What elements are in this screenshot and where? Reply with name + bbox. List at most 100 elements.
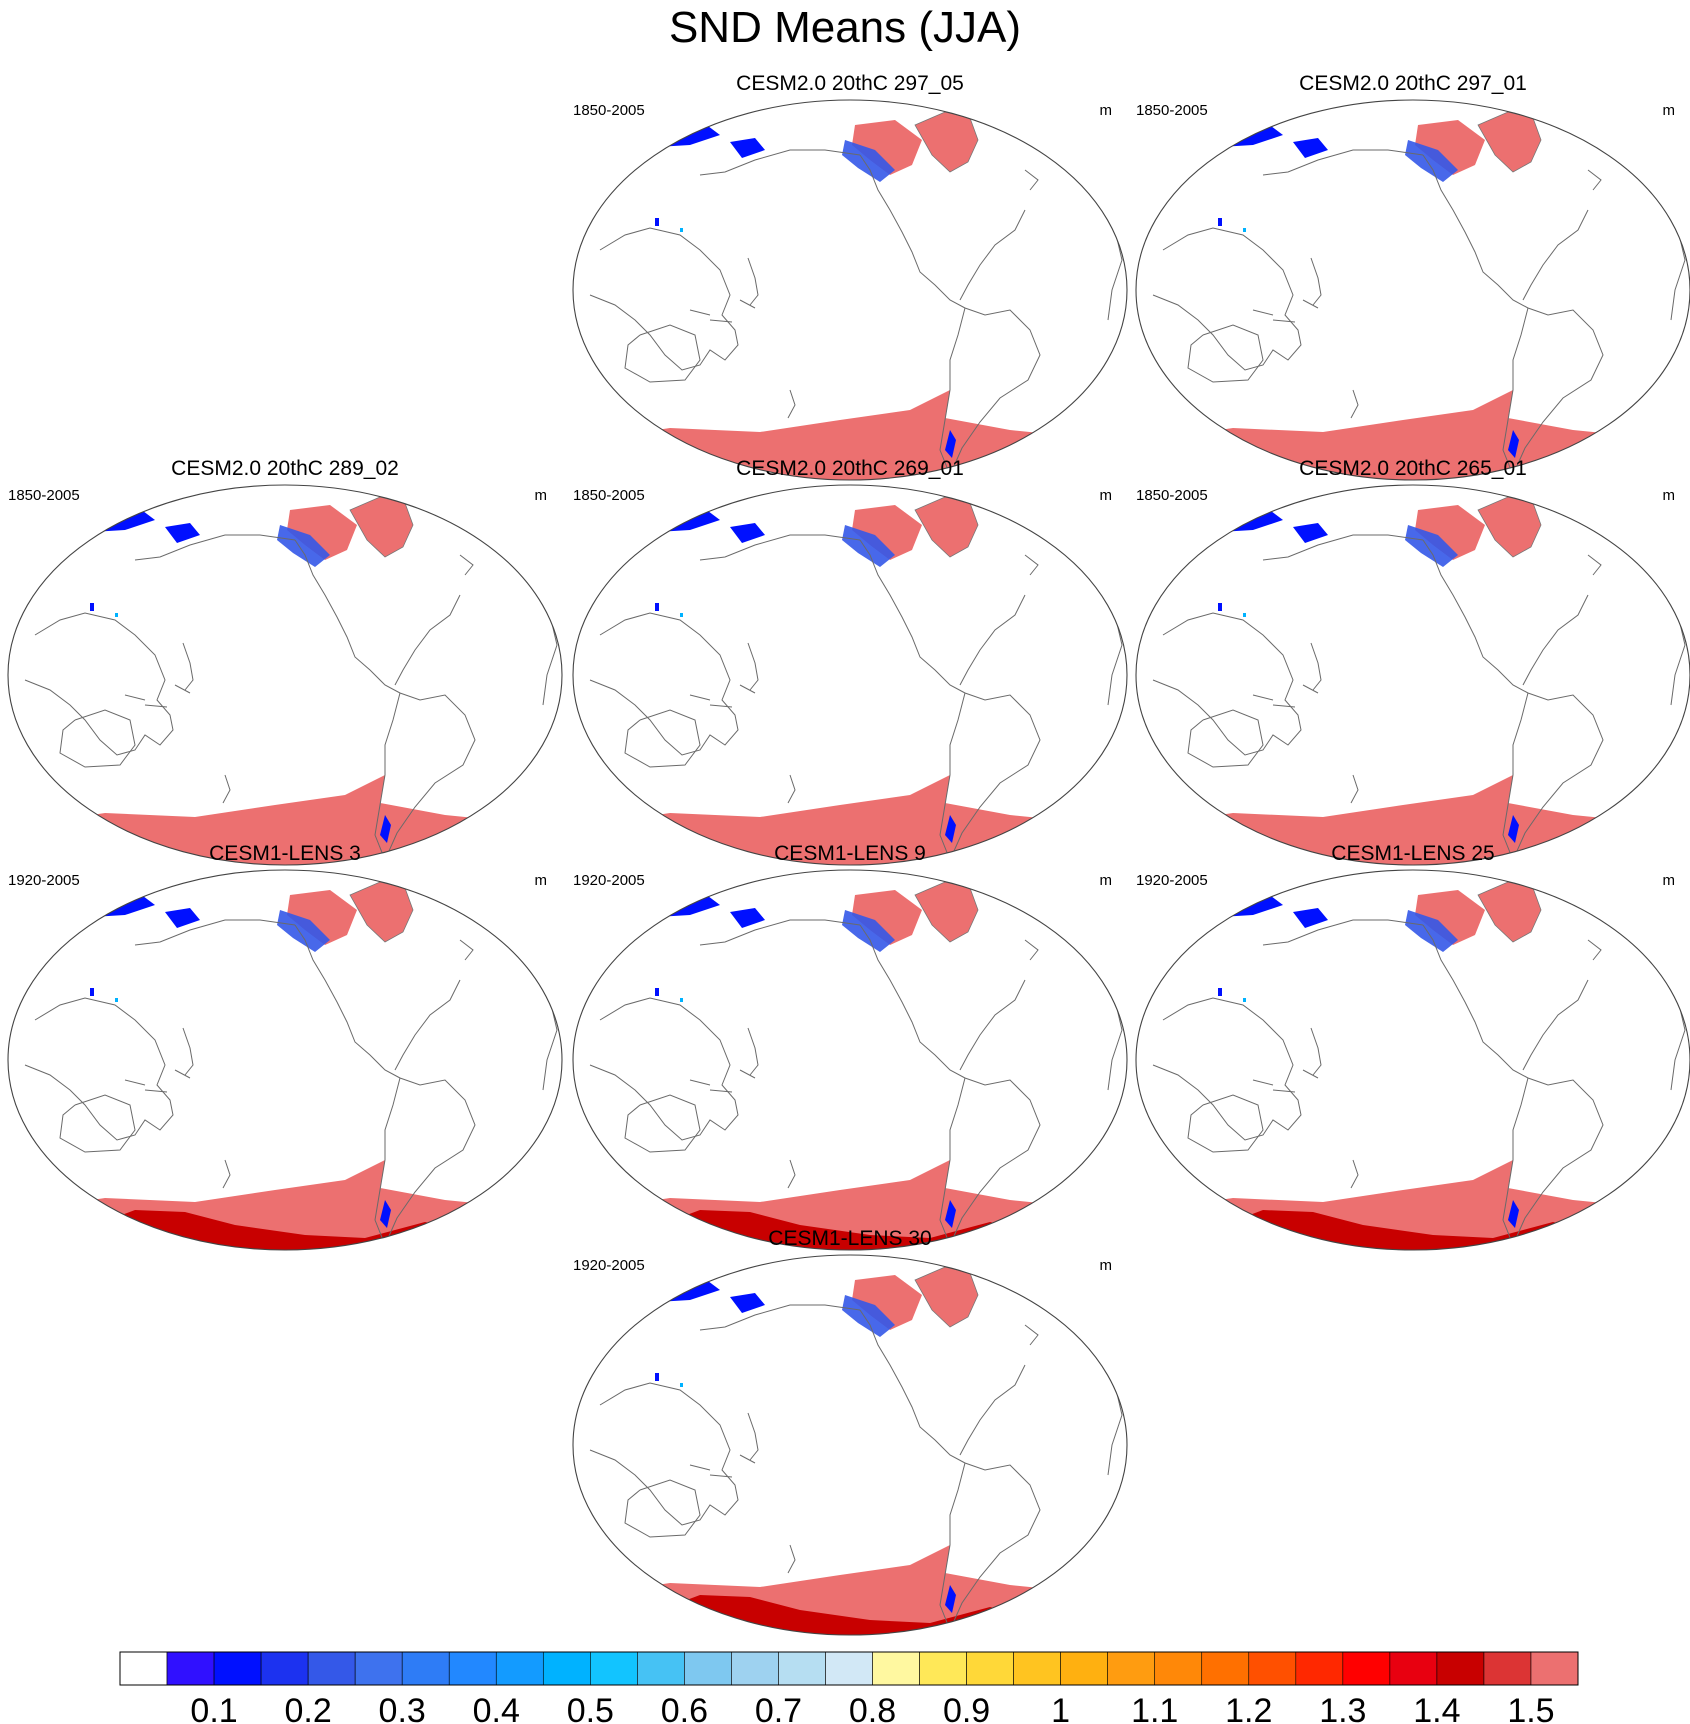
colorbar-tick-label: 1.5 bbox=[1507, 1692, 1554, 1724]
map-panel: CESM1-LENS 9 1920-2005 m bbox=[572, 842, 1128, 1251]
coastline bbox=[939, 1462, 1041, 1632]
map-background bbox=[1136, 485, 1690, 865]
map-field bbox=[573, 100, 1127, 480]
colorbar-swatch bbox=[825, 1651, 873, 1686]
map-panel: CESM2.0 20thC 269_01 1850-2005 m bbox=[572, 457, 1128, 866]
panel-period: 1920-2005 bbox=[573, 872, 645, 889]
panel-title: CESM1-LENS 25 bbox=[1331, 842, 1494, 865]
coastline bbox=[1262, 149, 1424, 176]
coastline bbox=[1187, 709, 1264, 768]
colorbar-swatch bbox=[1248, 1651, 1297, 1686]
coastline bbox=[699, 534, 861, 561]
coastline bbox=[747, 1027, 759, 1076]
coastline bbox=[1310, 1027, 1322, 1076]
coastline bbox=[1422, 924, 1529, 1079]
panel-units: m bbox=[1663, 872, 1676, 889]
arctic-archipelago-snow bbox=[852, 890, 922, 945]
coastline bbox=[1587, 554, 1602, 576]
coastline bbox=[1252, 684, 1319, 708]
colorbar-swatch bbox=[872, 1651, 920, 1686]
colorbar-swatch bbox=[1389, 1651, 1438, 1686]
beringia-shallow-snow bbox=[730, 523, 765, 543]
tibet-snow bbox=[1218, 988, 1222, 996]
map-background bbox=[8, 485, 562, 865]
colorbar-swatch bbox=[166, 1651, 215, 1686]
beringia-shallow-snow bbox=[165, 523, 200, 543]
tibet-snow bbox=[1243, 613, 1246, 617]
figure-title: SND Means (JJA) bbox=[669, 3, 1021, 52]
coastline bbox=[589, 997, 739, 1141]
colorbar-tick-label: 1.1 bbox=[1131, 1692, 1178, 1724]
colorbar-tick-label: 0.2 bbox=[284, 1692, 331, 1724]
beringia-shallow-snow bbox=[730, 1293, 765, 1313]
coastline bbox=[1422, 154, 1529, 309]
colorbar-swatch bbox=[778, 1651, 826, 1686]
panel-title: CESM1-LENS 3 bbox=[209, 842, 361, 865]
colorbar-swatch bbox=[919, 1651, 967, 1686]
canada-shallow-snow bbox=[842, 1295, 895, 1337]
coastline bbox=[959, 979, 1026, 1071]
colorbar-swatch bbox=[542, 1651, 591, 1686]
map-border bbox=[1135, 869, 1690, 1251]
canada-shallow-snow bbox=[277, 910, 330, 952]
map-panel: CESM2.0 20thC 289_02 1850-2005 m bbox=[7, 457, 563, 866]
coastline bbox=[222, 774, 231, 804]
coastline bbox=[624, 324, 701, 383]
map-panel: CESM1-LENS 30 1920-2005 m bbox=[572, 1227, 1128, 1636]
canada-shallow-snow bbox=[842, 140, 895, 182]
panel-period: 1850-2005 bbox=[573, 487, 645, 504]
coastline bbox=[1522, 594, 1589, 686]
coastlines bbox=[589, 534, 1123, 862]
coastline bbox=[747, 1412, 759, 1461]
coastline bbox=[1502, 307, 1604, 477]
map-field bbox=[573, 1255, 1127, 1635]
colorbar-swatch bbox=[1483, 1651, 1532, 1686]
coastline bbox=[1152, 997, 1302, 1141]
beringia-shallow-snow bbox=[1293, 908, 1328, 928]
coastline bbox=[1350, 1159, 1359, 1189]
coastlines bbox=[589, 149, 1123, 477]
map-panel: CESM1-LENS 25 1920-2005 m bbox=[1135, 842, 1690, 1251]
coastline bbox=[959, 1364, 1026, 1456]
coastline bbox=[182, 1027, 194, 1076]
coastline bbox=[939, 307, 1041, 477]
coastline bbox=[24, 997, 174, 1141]
map-panel: CESM2.0 20thC 265_01 1850-2005 m bbox=[1135, 457, 1690, 866]
coastline bbox=[1350, 774, 1359, 804]
coastline bbox=[1422, 539, 1529, 694]
panel-period: 1920-2005 bbox=[8, 872, 80, 889]
colorbar-swatch bbox=[1201, 1651, 1250, 1686]
coastline bbox=[689, 299, 756, 323]
arctic-archipelago-snow bbox=[1415, 120, 1485, 175]
arctic-archipelago-snow bbox=[852, 1275, 922, 1330]
coastline bbox=[1587, 169, 1602, 191]
coastline bbox=[689, 1069, 756, 1093]
map-panel: CESM1-LENS 3 1920-2005 m bbox=[7, 842, 563, 1251]
tibet-snow bbox=[680, 613, 683, 617]
colorbar-swatch bbox=[119, 1651, 168, 1686]
colorbar-swatch bbox=[1107, 1651, 1156, 1686]
colorbar-swatch bbox=[966, 1651, 1014, 1686]
coastline bbox=[699, 149, 861, 176]
coastline bbox=[182, 642, 194, 691]
coastline bbox=[1024, 169, 1039, 191]
tibet-snow bbox=[655, 218, 659, 226]
coastlines bbox=[1152, 919, 1686, 1247]
tibet-snow bbox=[680, 228, 683, 232]
panel-units: m bbox=[1100, 872, 1113, 889]
colorbar-tick-label: 0.9 bbox=[943, 1692, 990, 1724]
coastline bbox=[939, 1077, 1041, 1247]
tibet-snow bbox=[680, 1383, 683, 1387]
coastline bbox=[294, 924, 401, 1079]
coastline bbox=[124, 684, 191, 708]
coastline bbox=[959, 209, 1026, 301]
coastline bbox=[1310, 642, 1322, 691]
coastline bbox=[1152, 227, 1302, 371]
panel-title: CESM2.0 20thC 289_02 bbox=[171, 457, 399, 480]
panel-period: 1850-2005 bbox=[1136, 487, 1208, 504]
tibet-snow bbox=[1218, 603, 1222, 611]
coastline bbox=[1024, 939, 1039, 961]
coastline bbox=[699, 1304, 861, 1331]
map-border bbox=[572, 484, 1128, 866]
coastline bbox=[1262, 919, 1424, 946]
